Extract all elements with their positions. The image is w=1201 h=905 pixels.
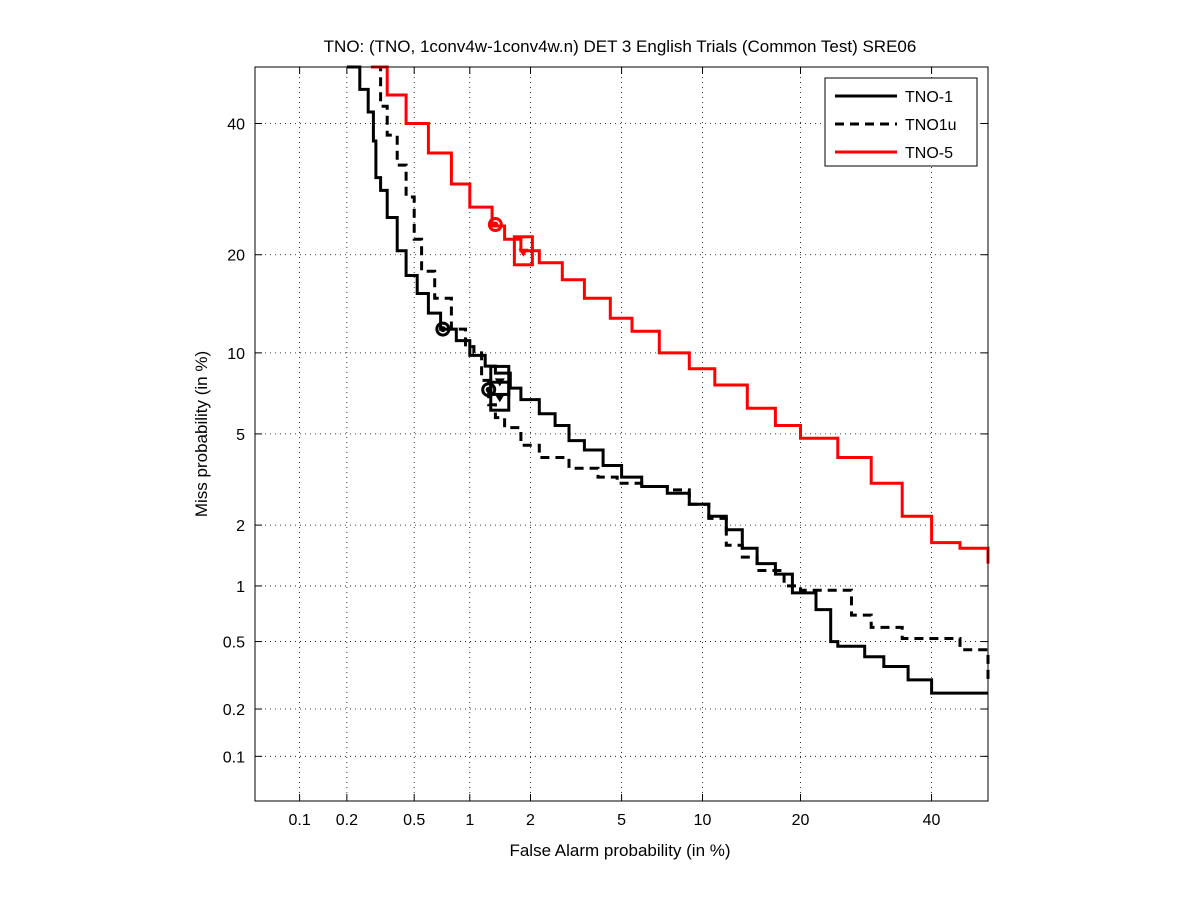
- y-tick-label: 1: [236, 579, 245, 596]
- marker-layer: [435, 217, 534, 412]
- x-axis: 0.1 0.2 0.5 1 2 5 10 20 40: [288, 67, 941, 829]
- y-tick-label: 0.5: [223, 635, 245, 652]
- legend: TNO-1 TNO1u TNO-5: [824, 77, 978, 167]
- marker-circle-tno-1-dot: [439, 326, 446, 333]
- x-tick-label: 0.1: [288, 812, 310, 829]
- marker-square-tno-5: [512, 235, 534, 267]
- series-line-tno1u: [375, 65, 990, 680]
- x-tick-label: 0.2: [336, 812, 358, 829]
- y-axis: 0.1 0.2 0.5 1 2 5 10 20 40: [223, 117, 988, 766]
- x-tick-label: 10: [694, 812, 712, 829]
- series-layer: [346, 65, 990, 695]
- legend-label-tno-1: TNO-1: [905, 89, 953, 106]
- x-tick-label: 0.5: [403, 812, 425, 829]
- x-axis-label: False Alarm probability (in %): [509, 841, 730, 860]
- grid: [255, 67, 988, 801]
- axes-box: [254, 66, 989, 802]
- y-tick-label: 2: [236, 518, 245, 535]
- series-line-tno-5: [370, 65, 990, 564]
- y-tick-label: 0.2: [223, 702, 245, 719]
- series-line-tno-1: [346, 65, 988, 695]
- x-tick-label: 5: [617, 812, 626, 829]
- y-tick-label: 20: [227, 248, 245, 265]
- x-tick-label: 20: [792, 812, 810, 829]
- x-tick-label: 1: [465, 812, 474, 829]
- marker-circle-tno-1: [435, 321, 451, 337]
- marker-circle-tno1u: [481, 382, 497, 398]
- y-tick-label: 5: [236, 427, 245, 444]
- marker-square-tno1u-tri: [494, 394, 505, 403]
- marker-circle-tno-5: [487, 217, 503, 233]
- legend-label-tno1u: TNO1u: [905, 117, 957, 134]
- y-tick-label: 0.1: [223, 749, 245, 766]
- marker-circle-tno-5-dot: [492, 221, 499, 228]
- y-tick-label: 10: [227, 346, 245, 363]
- y-tick-label: 40: [227, 117, 245, 134]
- legend-label-tno-5: TNO-5: [905, 145, 953, 162]
- marker-square-tno-5-tri: [518, 248, 529, 257]
- y-axis-label: Miss probability (in %): [192, 351, 211, 517]
- x-tick-label: 2: [526, 812, 535, 829]
- chart-title: TNO: (TNO, 1conv4w-1conv4w.n) DET 3 Engl…: [324, 37, 917, 56]
- marker-square-tno1u: [489, 380, 511, 412]
- x-tick-label: 40: [923, 812, 941, 829]
